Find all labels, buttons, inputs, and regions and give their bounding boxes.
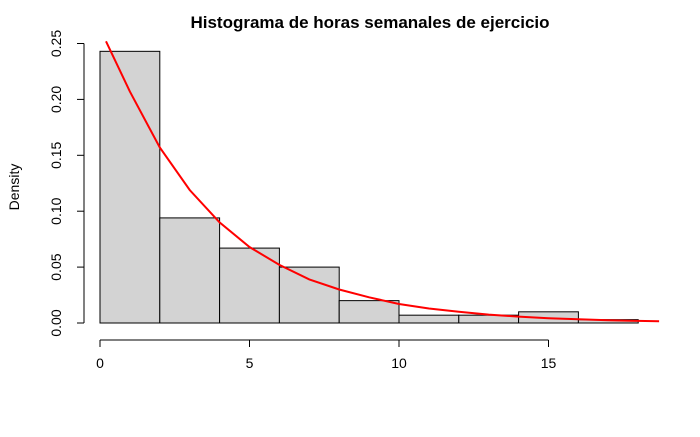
x-tick-label: 0: [96, 355, 104, 371]
y-tick-label: 0.25: [48, 30, 64, 57]
y-tick-label: 0.00: [48, 309, 64, 336]
x-axis: 0 5 10 15: [96, 339, 557, 371]
chart-title: Histograma de horas semanales de ejercic…: [190, 13, 549, 32]
histogram-bar: [159, 217, 221, 324]
histogram-bar: [278, 266, 340, 324]
histogram-bar: [398, 314, 460, 324]
histogram-bar: [338, 300, 400, 324]
y-tick-label: 0.20: [48, 86, 64, 113]
histogram-bar: [219, 247, 280, 324]
x-tick-label: 15: [541, 355, 557, 371]
histogram-bar: [99, 50, 161, 324]
y-axis: 0.00 0.05 0.10 0.15 0.20 0.25: [48, 30, 85, 337]
x-tick-label: 5: [246, 355, 254, 371]
y-tick-label: 0.05: [48, 253, 64, 280]
bars-group: [99, 50, 639, 324]
density-curve-line: [105, 40, 660, 323]
y-axis-title: Density: [6, 164, 22, 211]
x-tick-label: 10: [391, 355, 407, 371]
density-curve-group: [105, 40, 660, 323]
y-tick-label: 0.10: [48, 197, 64, 224]
y-tick-label: 0.15: [48, 141, 64, 168]
